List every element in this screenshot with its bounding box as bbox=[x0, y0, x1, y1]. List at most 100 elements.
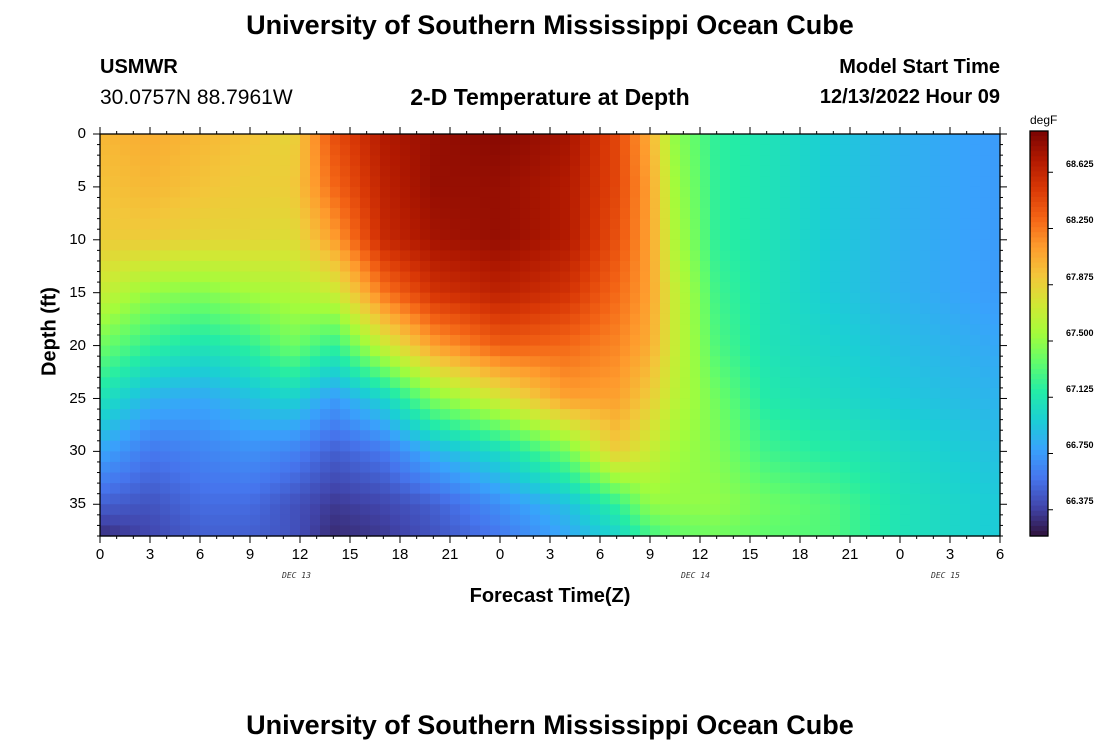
heatmap-cell bbox=[540, 218, 551, 230]
heatmap-cell bbox=[110, 186, 121, 199]
heatmap-cell bbox=[940, 218, 951, 230]
heatmap-cell bbox=[180, 504, 191, 516]
heatmap-cell bbox=[880, 504, 891, 516]
colorbar-segment bbox=[1030, 131, 1048, 137]
heatmap-cell bbox=[210, 451, 221, 463]
heatmap-cell bbox=[370, 155, 381, 167]
heatmap-cell bbox=[690, 387, 701, 400]
heatmap-cell bbox=[550, 165, 561, 177]
heatmap-cell bbox=[500, 313, 511, 326]
heatmap-cell bbox=[300, 144, 311, 156]
heatmap-cell bbox=[590, 250, 601, 262]
heatmap-cell bbox=[330, 398, 341, 410]
heatmap-cell bbox=[720, 504, 731, 516]
heatmap-cell bbox=[660, 313, 671, 326]
heatmap-cell bbox=[570, 250, 581, 262]
heatmap-cell bbox=[270, 260, 281, 273]
heatmap-cell bbox=[230, 493, 241, 505]
heatmap-cell bbox=[650, 409, 661, 421]
heatmap-cell bbox=[490, 282, 501, 294]
heatmap-cell bbox=[760, 239, 771, 251]
heatmap-cell bbox=[660, 144, 671, 156]
heatmap-cell bbox=[300, 155, 311, 167]
heatmap-cell bbox=[250, 514, 261, 527]
heatmap-cell bbox=[890, 387, 901, 400]
heatmap-cell bbox=[100, 409, 111, 421]
heatmap-cell bbox=[910, 250, 921, 262]
heatmap-cell bbox=[320, 493, 331, 505]
heatmap-cell bbox=[160, 387, 171, 400]
heatmap-cell bbox=[890, 208, 901, 220]
heatmap-cell bbox=[610, 197, 621, 209]
heatmap-cell bbox=[150, 430, 161, 442]
colorbar-segment bbox=[1030, 333, 1048, 340]
heatmap-cell bbox=[230, 165, 241, 177]
heatmap-cell bbox=[530, 292, 541, 304]
heatmap-cell bbox=[650, 335, 661, 347]
heatmap-cell bbox=[310, 451, 321, 463]
heatmap-cell bbox=[960, 398, 971, 410]
heatmap-cell bbox=[190, 377, 201, 389]
heatmap-cell bbox=[530, 493, 541, 505]
heatmap-cell bbox=[470, 324, 481, 336]
heatmap-cell bbox=[240, 324, 251, 336]
heatmap-cell bbox=[640, 366, 651, 378]
heatmap-cell bbox=[830, 250, 841, 262]
heatmap-cell bbox=[700, 313, 711, 326]
heatmap-cell bbox=[810, 419, 821, 431]
model-start-label: Model Start Time bbox=[839, 56, 1000, 78]
heatmap-cell bbox=[310, 282, 321, 294]
heatmap-cell bbox=[420, 239, 431, 251]
heatmap-cell bbox=[430, 197, 441, 209]
heatmap-cell bbox=[620, 356, 631, 368]
heatmap-cell bbox=[660, 218, 671, 230]
heatmap-cell bbox=[320, 409, 331, 421]
heatmap-cell bbox=[100, 324, 111, 336]
heatmap-cell bbox=[430, 472, 441, 484]
heatmap-cell bbox=[720, 218, 731, 230]
heatmap-cell bbox=[800, 451, 811, 463]
heatmap-cell bbox=[760, 197, 771, 209]
heatmap-cell bbox=[880, 250, 891, 262]
heatmap-cell bbox=[540, 165, 551, 177]
heatmap-cell bbox=[740, 271, 751, 283]
heatmap-cell bbox=[860, 186, 871, 199]
heatmap-cell bbox=[450, 197, 461, 209]
heatmap-cell bbox=[930, 483, 941, 495]
heatmap-cell bbox=[890, 409, 901, 421]
heatmap-cell bbox=[120, 472, 131, 484]
heatmap-cell bbox=[200, 313, 211, 326]
heatmap-cell bbox=[960, 430, 971, 442]
heatmap-cell bbox=[970, 409, 981, 421]
heatmap-cell bbox=[780, 186, 791, 199]
heatmap-cell bbox=[250, 229, 261, 241]
heatmap-cell bbox=[850, 472, 861, 484]
colorbar-segment bbox=[1030, 151, 1048, 157]
heatmap-cell bbox=[720, 229, 731, 241]
heatmap-cell bbox=[700, 229, 711, 241]
heatmap-cell bbox=[410, 197, 421, 209]
heatmap-cell bbox=[280, 483, 291, 495]
heatmap-cell bbox=[730, 176, 741, 188]
heatmap-cell bbox=[350, 292, 361, 304]
heatmap-cell bbox=[170, 250, 181, 262]
heatmap-cell bbox=[550, 387, 561, 400]
heatmap-cell bbox=[850, 303, 861, 315]
heatmap-cell bbox=[560, 144, 571, 156]
heatmap-cell bbox=[500, 282, 511, 294]
heatmap-cell bbox=[780, 440, 791, 452]
heatmap-cell bbox=[140, 292, 151, 304]
heatmap-cell bbox=[860, 229, 871, 241]
heatmap-cell bbox=[220, 525, 231, 537]
colorbar-segment bbox=[1030, 282, 1048, 289]
heatmap-cell bbox=[190, 197, 201, 209]
heatmap-cell bbox=[470, 356, 481, 368]
heatmap-cell bbox=[330, 197, 341, 209]
heatmap-cell bbox=[290, 419, 301, 431]
heatmap-cell bbox=[250, 250, 261, 262]
heatmap-cell bbox=[420, 514, 431, 527]
heatmap-cell bbox=[860, 165, 871, 177]
heatmap-cell bbox=[770, 208, 781, 220]
heatmap-cell bbox=[850, 451, 861, 463]
heatmap-cell bbox=[700, 483, 711, 495]
